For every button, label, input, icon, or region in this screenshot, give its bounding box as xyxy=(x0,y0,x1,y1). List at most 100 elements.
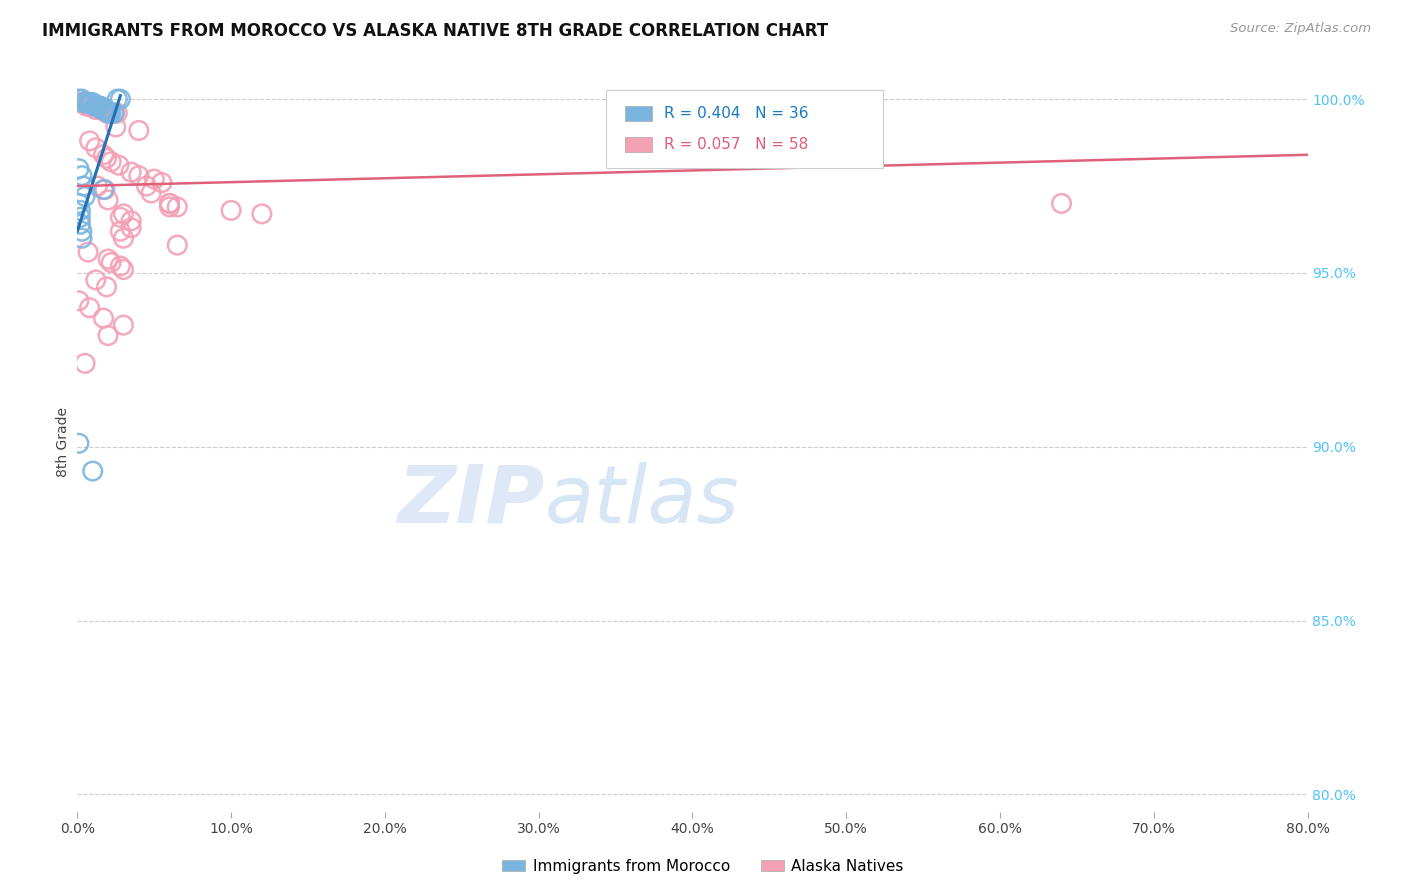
Point xyxy=(100,154,122,169)
Point xyxy=(84,273,107,287)
Point xyxy=(105,92,128,106)
Point xyxy=(110,224,132,238)
Text: IMMIGRANTS FROM MOROCCO VS ALASKA NATIVE 8TH GRADE CORRELATION CHART: IMMIGRANTS FROM MOROCCO VS ALASKA NATIVE… xyxy=(42,22,828,40)
Point xyxy=(110,92,132,106)
Point xyxy=(73,189,96,203)
Point xyxy=(77,245,100,260)
Point xyxy=(128,169,150,183)
Point xyxy=(82,99,104,113)
Point xyxy=(159,200,181,214)
FancyBboxPatch shape xyxy=(624,136,652,152)
Point xyxy=(219,203,242,218)
Point xyxy=(120,165,142,179)
Point xyxy=(120,220,142,235)
Text: ZIP: ZIP xyxy=(398,462,546,540)
Point xyxy=(112,207,135,221)
Point xyxy=(97,252,120,266)
Point xyxy=(84,141,107,155)
Point xyxy=(72,179,94,194)
Point xyxy=(67,92,90,106)
Point xyxy=(100,106,122,120)
Point xyxy=(150,176,173,190)
Point xyxy=(73,356,96,370)
Point xyxy=(112,318,135,332)
Point xyxy=(93,148,115,162)
Point xyxy=(72,95,94,110)
Point xyxy=(96,106,118,120)
Text: Source: ZipAtlas.com: Source: ZipAtlas.com xyxy=(1230,22,1371,36)
Point xyxy=(94,103,117,117)
Point xyxy=(103,106,125,120)
Point xyxy=(110,211,132,225)
Point xyxy=(98,106,121,120)
Point xyxy=(84,103,107,117)
Point xyxy=(84,99,107,113)
Point xyxy=(70,231,93,245)
Point xyxy=(120,214,142,228)
Point xyxy=(1050,196,1073,211)
Point xyxy=(90,103,114,117)
Point xyxy=(77,95,100,110)
Point xyxy=(72,95,94,110)
Point xyxy=(112,231,135,245)
Point xyxy=(108,158,131,172)
Point xyxy=(79,301,101,315)
Point xyxy=(82,464,104,478)
Point xyxy=(86,99,108,113)
Point xyxy=(79,95,101,110)
Point xyxy=(96,280,118,294)
Text: R = 0.404   N = 36: R = 0.404 N = 36 xyxy=(664,106,808,120)
Point xyxy=(89,99,111,113)
Point xyxy=(93,311,115,326)
Point xyxy=(166,238,188,252)
FancyBboxPatch shape xyxy=(606,90,883,168)
Point xyxy=(77,99,100,113)
Point xyxy=(93,103,115,117)
Point xyxy=(94,182,117,196)
Point xyxy=(103,106,125,120)
Point xyxy=(70,169,93,183)
Text: atlas: atlas xyxy=(546,462,740,540)
Point xyxy=(166,200,188,214)
Point xyxy=(97,106,120,120)
Point xyxy=(98,106,121,120)
Point xyxy=(79,99,101,113)
Point xyxy=(69,217,91,231)
Point xyxy=(97,193,120,207)
Point xyxy=(80,95,103,110)
Y-axis label: 8th Grade: 8th Grade xyxy=(56,407,70,476)
Point xyxy=(250,207,273,221)
Point xyxy=(135,179,157,194)
Point xyxy=(67,196,90,211)
Point xyxy=(100,255,122,269)
Text: R = 0.057   N = 58: R = 0.057 N = 58 xyxy=(664,136,808,152)
Point xyxy=(67,293,90,308)
Point xyxy=(82,95,104,110)
Point xyxy=(76,95,98,110)
Point xyxy=(93,182,115,196)
Point xyxy=(93,103,115,117)
Point xyxy=(128,123,150,137)
Point xyxy=(67,436,90,450)
Point xyxy=(110,259,132,273)
Point xyxy=(143,172,166,186)
Point xyxy=(104,120,127,134)
Point xyxy=(97,328,120,343)
Point xyxy=(76,99,98,113)
Point xyxy=(79,134,101,148)
Point xyxy=(89,103,111,117)
Point xyxy=(141,186,163,200)
Point xyxy=(69,203,91,218)
Point xyxy=(70,224,93,238)
Point xyxy=(105,106,128,120)
Point xyxy=(112,262,135,277)
Point xyxy=(70,92,93,106)
Point xyxy=(70,95,93,110)
Point xyxy=(86,179,108,194)
Point xyxy=(96,151,118,165)
Point xyxy=(67,95,90,110)
Legend: Immigrants from Morocco, Alaska Natives: Immigrants from Morocco, Alaska Natives xyxy=(496,853,910,880)
Point xyxy=(159,196,181,211)
Point xyxy=(67,161,90,176)
Point xyxy=(159,196,181,211)
